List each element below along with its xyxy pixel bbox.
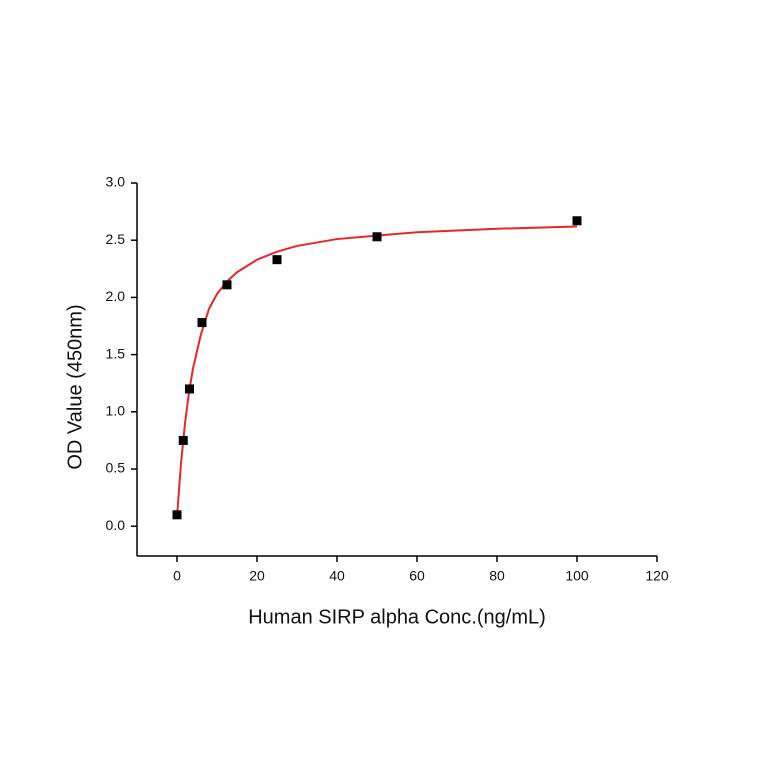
- data-point: [197, 318, 207, 328]
- data-point: [572, 216, 582, 226]
- fit-curve: [176, 225, 578, 518]
- y-tick-label: 1.5: [106, 345, 126, 361]
- x-tick-label: 60: [409, 568, 425, 584]
- x-tick-label: 40: [329, 568, 345, 584]
- x-tick-label: 0: [173, 568, 181, 584]
- y-tick-label: 3.0: [106, 174, 126, 190]
- data-point: [172, 510, 182, 520]
- y-axis-title: OD Value (450nm): [64, 304, 86, 469]
- x-tick-label: 20: [249, 568, 265, 584]
- data-point: [185, 384, 194, 394]
- y-tick-label: 0.0: [106, 517, 126, 533]
- data-point: [272, 255, 282, 265]
- y-tick-label: 2.5: [106, 231, 126, 247]
- data-point: [222, 280, 232, 290]
- x-axis-title: Human SIRP alpha Conc.(ng/mL): [248, 606, 546, 628]
- y-tick-label: 0.5: [106, 460, 126, 476]
- x-tick-label: 120: [645, 568, 669, 584]
- y-tick-label: 1.0: [106, 403, 126, 419]
- x-tick-label: 80: [489, 568, 505, 584]
- data-point: [372, 232, 382, 242]
- y-tick-label: 2.0: [106, 288, 126, 304]
- x-tick-label: 100: [565, 568, 589, 584]
- data-point: [178, 435, 188, 445]
